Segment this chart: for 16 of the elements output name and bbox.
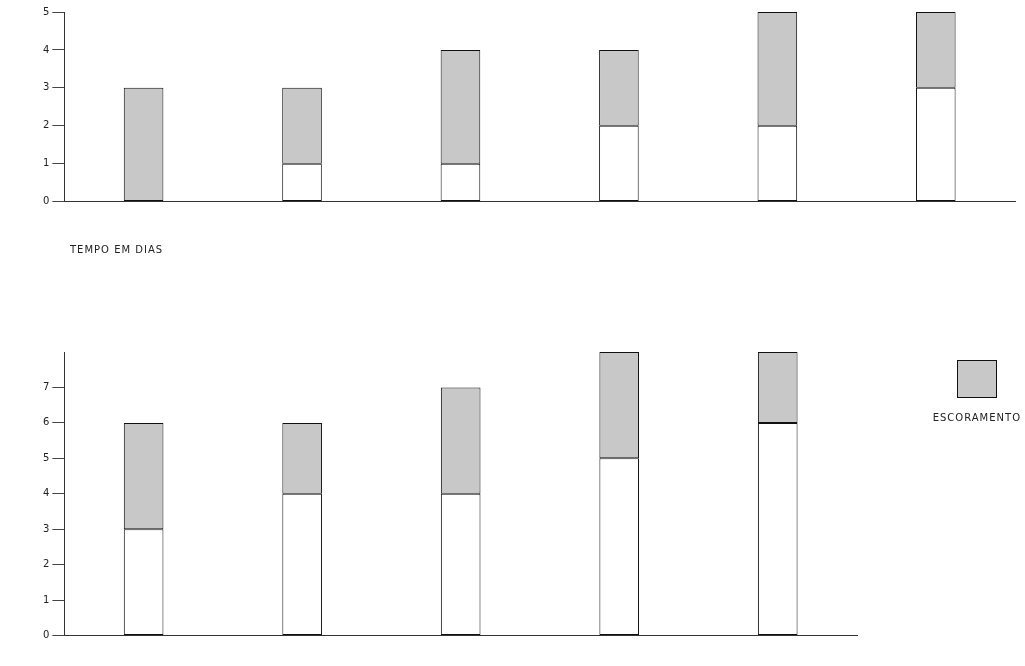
- y-tick-label: 1: [42, 593, 50, 605]
- y-tick-label: 3: [42, 81, 50, 93]
- y-tick-label: 2: [42, 558, 50, 570]
- y-tick-label: 5: [42, 5, 50, 17]
- y-tick-label: 6: [42, 416, 50, 428]
- text: ESCORAMENTO: [932, 412, 1021, 423]
- y-tick-label: 7: [42, 381, 50, 393]
- x-axis-title: TEMPO EM DIAS: [70, 244, 164, 255]
- y-tick-label: 2: [42, 119, 50, 131]
- y-tick-label: 1: [42, 157, 50, 169]
- y-tick-label: 3: [42, 522, 50, 534]
- y-tick-label: 0: [42, 629, 50, 641]
- y-tick-label: 0: [42, 195, 50, 207]
- y-tick-label: 5: [42, 451, 50, 463]
- y-tick-label: 4: [42, 487, 50, 499]
- y-tick-label: 4: [42, 43, 50, 55]
